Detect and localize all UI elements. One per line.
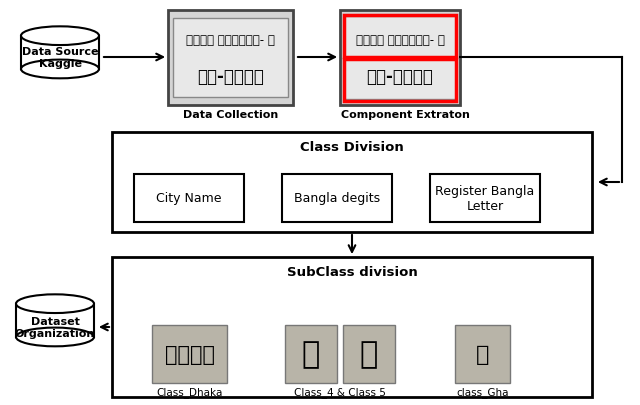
Text: Class_Dhaka: Class_Dhaka — [156, 386, 223, 397]
Text: class_Gha: class_Gha — [456, 386, 509, 397]
Text: ৪২-৫৭৯৯: ৪২-৫৭৯৯ — [367, 68, 433, 86]
Bar — [455, 325, 510, 383]
Bar — [344, 16, 456, 58]
Text: Data Collection: Data Collection — [183, 109, 278, 119]
Bar — [344, 60, 456, 101]
Text: ঢাকা মেট্রো- গ: ঢাকা মেট্রো- গ — [356, 34, 444, 47]
Text: ৪: ৪ — [302, 340, 320, 369]
Text: Data Source
Kaggle: Data Source Kaggle — [22, 47, 99, 68]
Bar — [16, 299, 94, 342]
Text: Dataset
Organization: Dataset Organization — [15, 316, 95, 338]
Bar — [282, 175, 392, 222]
Text: Class_4 & Class 5: Class_4 & Class 5 — [294, 386, 386, 397]
Text: গ: গ — [476, 344, 489, 364]
Text: ৪২-৫৭৯৯: ৪২-৫৭৯৯ — [197, 68, 264, 86]
Bar — [21, 32, 99, 75]
Ellipse shape — [16, 294, 94, 313]
Bar — [340, 11, 460, 105]
Bar — [168, 11, 293, 105]
Text: Class Division: Class Division — [300, 141, 404, 153]
Ellipse shape — [16, 328, 94, 346]
Bar — [430, 175, 540, 222]
Text: SubClass division: SubClass division — [287, 265, 417, 278]
Text: ঢাকা মেট্রো- গ: ঢাকা মেট্রো- গ — [186, 34, 275, 47]
Bar — [343, 325, 395, 383]
Text: ঢাকা: ঢাকা — [164, 344, 214, 364]
Bar — [152, 325, 227, 383]
Text: Bangla degits: Bangla degits — [294, 192, 380, 205]
Bar — [134, 175, 244, 222]
Bar — [112, 133, 592, 232]
Ellipse shape — [21, 60, 99, 79]
Bar — [112, 257, 592, 397]
Bar — [285, 325, 337, 383]
Ellipse shape — [21, 27, 99, 46]
Text: Register Bangla
Letter: Register Bangla Letter — [435, 185, 534, 213]
Text: City Name: City Name — [156, 192, 221, 205]
Bar — [344, 17, 456, 99]
Bar — [173, 19, 288, 97]
Text: Component Extraton: Component Extraton — [340, 109, 469, 119]
Text: ৫: ৫ — [360, 340, 378, 369]
